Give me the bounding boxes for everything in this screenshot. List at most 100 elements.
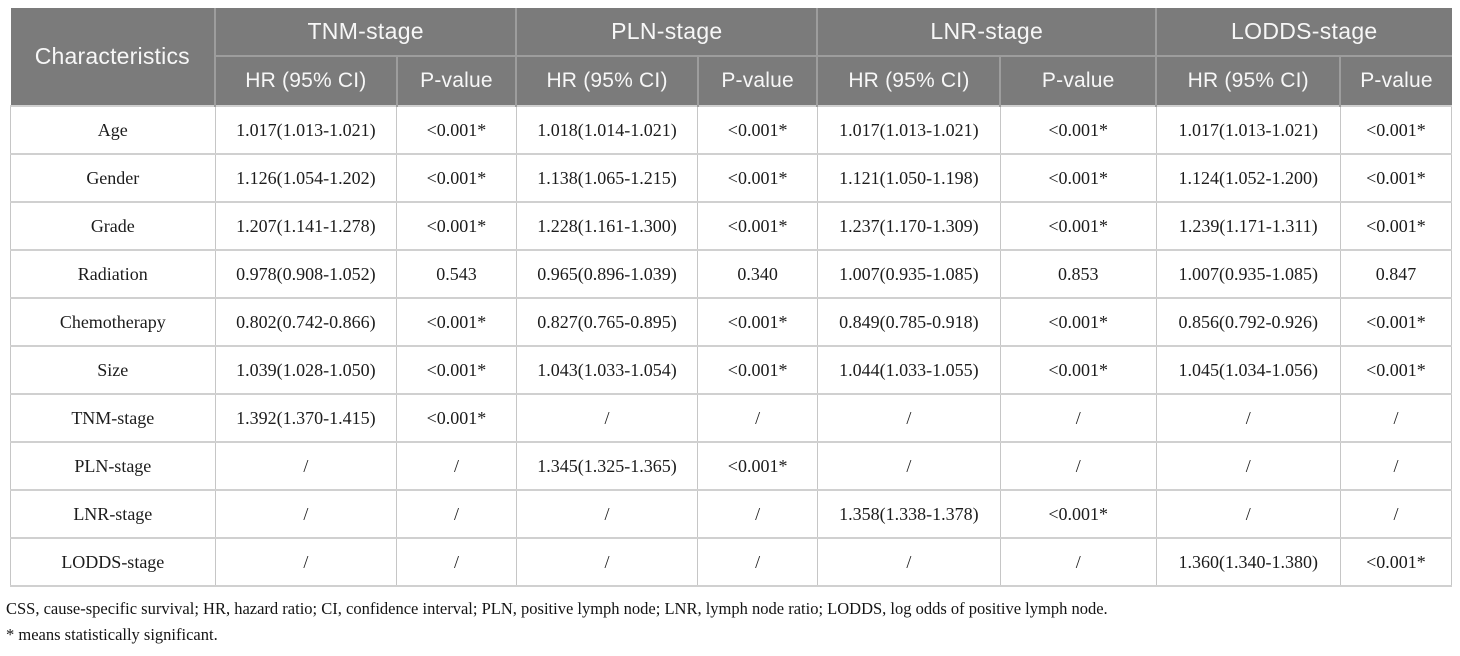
p-value-cell: <0.001* (697, 345, 818, 395)
hr-ci-cell: 0.802(0.742-0.866) (214, 297, 398, 347)
p-value-cell: 0.340 (697, 249, 818, 299)
p-value-cell: / (697, 393, 818, 443)
footnote-abbreviations: CSS, cause-specific survival; HR, hazard… (6, 599, 1108, 618)
hr-ci-cell: 1.126(1.054-1.202) (214, 153, 398, 203)
hr-ci-cell: 1.121(1.050-1.198) (816, 153, 1001, 203)
p-value-cell: <0.001* (1339, 153, 1453, 203)
hr-ci-cell: / (1155, 393, 1341, 443)
hr-ci-cell: 1.124(1.052-1.200) (1155, 153, 1341, 203)
table-row: Chemotherapy 0.802(0.742-0.866) <0.001* 0.8… (10, 297, 1453, 347)
subheader-p-value: P-value (999, 56, 1157, 106)
hr-ci-cell: 0.827(0.765-0.895) (515, 297, 699, 347)
footnote-significance: * means statistically significant. (6, 624, 218, 644)
characteristic-cell: PLN-stage (10, 441, 216, 491)
table-footnotes: CSS, cause-specific survival; HR, hazard… (6, 596, 1452, 647)
characteristic-cell: LNR-stage (10, 489, 216, 539)
p-value-cell: <0.001* (999, 489, 1157, 539)
table-row: Grade 1.207(1.141-1.278) <0.001* 1.228(1.16… (10, 201, 1453, 251)
p-value-cell: 0.847 (1339, 249, 1453, 299)
hr-ci-cell: / (214, 441, 398, 491)
hr-ci-cell: / (816, 393, 1001, 443)
header-group-row: Characteristics TNM-stage PLN-stage LNR-… (10, 8, 1452, 106)
hr-ci-cell: / (515, 393, 699, 443)
characteristic-cell: Grade (10, 201, 216, 251)
cox-regression-table: Characteristics TNM-stage PLN-stage LNR-… (10, 8, 1453, 587)
table-row: LODDS-stage / / / / //1.360(1.340-1.380) <0.00… (10, 537, 1453, 587)
p-value-cell: / (396, 489, 517, 539)
characteristic-cell: TNM-stage (10, 393, 216, 443)
hr-ci-cell: / (214, 489, 398, 539)
p-value-cell: / (999, 537, 1157, 587)
hr-ci-cell: 1.345(1.325-1.365) (515, 441, 699, 491)
table-body: Age 1.017(1.013-1.021) <0.001* 1.018(1.014-… (10, 105, 1453, 587)
table-header: Characteristics TNM-stage PLN-stage LNR-… (10, 8, 1452, 106)
p-value-cell: <0.001* (697, 153, 818, 203)
hr-ci-cell: / (816, 537, 1001, 587)
p-value-cell: <0.001* (396, 105, 517, 155)
characteristic-cell: Radiation (10, 249, 216, 299)
hr-ci-cell: 1.228(1.161-1.300) (515, 201, 699, 251)
hr-ci-cell: 1.043(1.033-1.054) (515, 345, 699, 395)
group-header-lnr-stage: LNR-stage (816, 8, 1157, 57)
characteristic-cell: Size (10, 345, 216, 395)
hr-ci-cell: 1.138(1.065-1.215) (515, 153, 699, 203)
hr-ci-cell: / (1155, 489, 1341, 539)
p-value-cell: <0.001* (999, 201, 1157, 251)
p-value-cell: <0.001* (396, 201, 517, 251)
p-value-cell: / (1339, 393, 1453, 443)
subheader-hr-ci: HR (95% CI) (1155, 56, 1341, 106)
p-value-cell: / (1339, 489, 1453, 539)
characteristic-cell: LODDS-stage (10, 537, 216, 587)
characteristics-header: Characteristics (10, 8, 216, 106)
hr-ci-cell: 1.358(1.338-1.378) (816, 489, 1001, 539)
p-value-cell: <0.001* (1339, 201, 1453, 251)
p-value-cell: / (999, 441, 1157, 491)
hr-ci-cell: 1.045(1.034-1.056) (1155, 345, 1341, 395)
hr-ci-cell: / (214, 537, 398, 587)
p-value-cell: <0.001* (697, 105, 818, 155)
hr-ci-cell: / (816, 441, 1001, 491)
p-value-cell: / (396, 441, 517, 491)
hr-ci-cell: 1.360(1.340-1.380) (1155, 537, 1341, 587)
hr-ci-cell: 1.039(1.028-1.050) (214, 345, 398, 395)
table-row: Gender 1.126(1.054-1.202) <0.001* 1.138(1.0… (10, 153, 1453, 203)
subheader-p-value: P-value (395, 56, 517, 106)
p-value-cell: <0.001* (1339, 345, 1453, 395)
hr-ci-cell: 1.044(1.033-1.055) (816, 345, 1001, 395)
p-value-cell: <0.001* (1339, 105, 1453, 155)
table-row: TNM-stage 1.392(1.370-1.415) <0.001* / / / / / / (10, 393, 1453, 443)
hr-ci-cell: 0.965(0.896-1.039) (515, 249, 699, 299)
table-row: Size 1.039(1.028-1.050) <0.001* 1.043(1.033… (10, 345, 1453, 395)
group-header-pln-stage: PLN-stage (515, 8, 818, 57)
hr-ci-cell: 1.018(1.014-1.021) (515, 105, 699, 155)
characteristic-cell: Age (10, 105, 216, 155)
characteristic-cell: Gender (10, 153, 216, 203)
p-value-cell: <0.001* (396, 345, 517, 395)
hr-ci-cell: 0.856(0.792-0.926) (1155, 297, 1341, 347)
p-value-cell: 0.543 (396, 249, 517, 299)
p-value-cell: / (697, 489, 818, 539)
hr-ci-cell: 1.392(1.370-1.415) (214, 393, 398, 443)
subheader-p-value: P-value (696, 56, 818, 106)
table-row: LNR-stage / / //1.358(1.338-1.378) <0.001* / / (10, 489, 1453, 539)
hr-ci-cell: 0.849(0.785-0.918) (816, 297, 1001, 347)
subheader-hr-ci: HR (95% CI) (816, 56, 1001, 106)
p-value-cell: <0.001* (999, 105, 1157, 155)
p-value-cell: <0.001* (1339, 537, 1453, 587)
header-sub-row: HR (95% CI) P-value HR (95% CI) P-value … (11, 56, 1452, 106)
group-header-tnm-stage: TNM-stage (214, 8, 517, 57)
hr-ci-cell: / (1155, 441, 1341, 491)
table-row: Radiation 0.978(0.908-1.052) 0.543 0.965(0.… (10, 249, 1453, 299)
hr-ci-cell: 1.207(1.141-1.278) (214, 201, 398, 251)
hr-ci-cell: 1.007(0.935-1.085) (816, 249, 1001, 299)
table-row: PLN-stage //1.345(1.325-1.365) <0.001* / / / / (10, 441, 1453, 491)
group-header-lodds-stage: LODDS-stage (1155, 8, 1452, 57)
p-value-cell: <0.001* (697, 297, 818, 347)
hr-ci-cell: / (515, 537, 699, 587)
hr-ci-cell: 1.017(1.013-1.021) (816, 105, 1001, 155)
p-value-cell: <0.001* (999, 345, 1157, 395)
subheader-hr-ci: HR (95% CI) (214, 56, 397, 106)
p-value-cell: <0.001* (396, 297, 517, 347)
hr-ci-cell: 0.978(0.908-1.052) (214, 249, 398, 299)
